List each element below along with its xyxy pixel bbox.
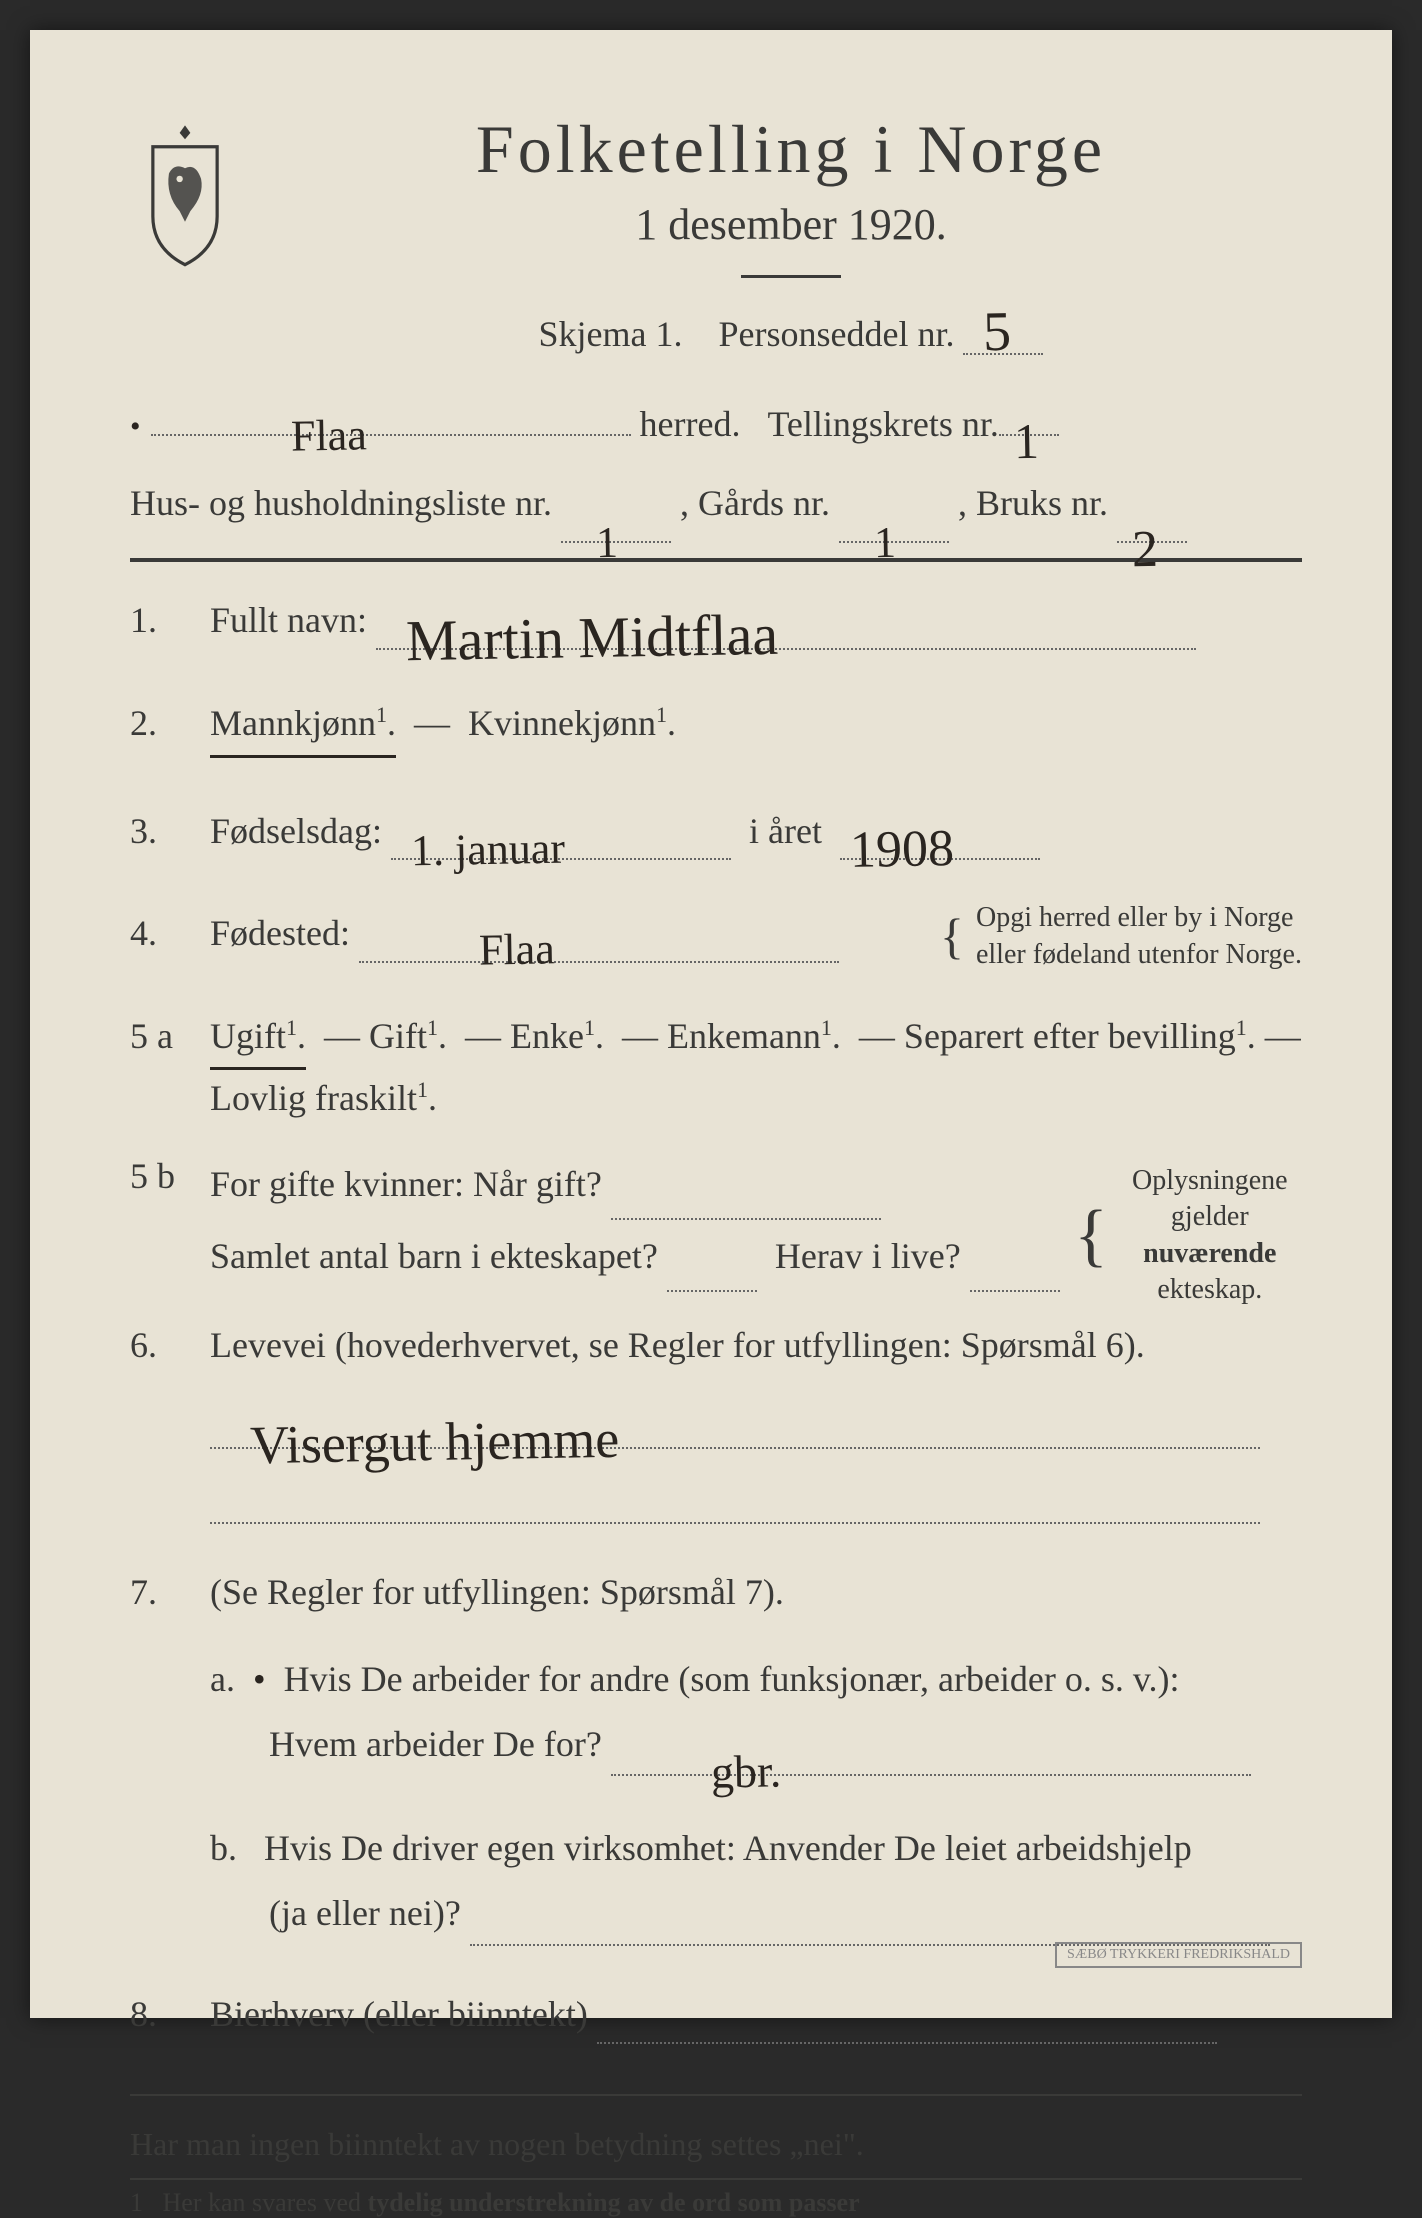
q7: 7. (Se Regler for utfyllingen: Spørsmål … [130, 1564, 1302, 1622]
q4: 4. Fødested: Flaa { Opgi herred eller by… [130, 905, 1302, 963]
q6-num: 6. [130, 1317, 210, 1375]
bruks-label: , Bruks nr. [958, 483, 1108, 523]
bruks-field: 2 [1117, 503, 1187, 543]
q7a-num: a. [210, 1659, 235, 1699]
q7b-field [470, 1906, 1270, 1946]
q4-value: Flaa [478, 914, 555, 986]
divider [741, 275, 841, 278]
thin-rule [130, 2094, 1302, 2096]
norway-coat-of-arms-icon [130, 120, 240, 270]
q5a: 5 a Ugift1. — Gift1. — Enke1. — Enkemann… [130, 1008, 1302, 1128]
q8-label: Bierhverv (eller biinntekt) [210, 1994, 588, 2034]
herred-label: herred. [640, 385, 741, 464]
q2-num: 2. [130, 695, 210, 758]
q7b-l2: (ja eller nei)? [269, 1893, 461, 1933]
q7b-num: b. [210, 1828, 237, 1868]
q8-field [597, 2004, 1217, 2044]
bruks-value: 2 [1131, 493, 1159, 608]
title-block: Folketelling i Norge 1 desember 1920. Sk… [280, 110, 1302, 365]
q5b-l3: Herav i live? [775, 1236, 961, 1276]
q4-num: 4. [130, 905, 210, 963]
personseddel-label: Personseddel nr. [719, 314, 955, 354]
q7a: a. • Hvis De arbeider for andre (som fun… [210, 1647, 1302, 1777]
q8-num: 8. [130, 1986, 210, 2044]
q5b-l1: For gifte kvinner: Når gift? [210, 1164, 602, 1204]
q3-year-field: 1908 [840, 820, 1040, 860]
q7-label: (Se Regler for utfyllingen: Spørsmål 7). [210, 1572, 784, 1612]
q2: 2. Mannkjønn1. — Kvinnekjønn1. [130, 695, 1302, 758]
q5a-opt-enkemann: Enkemann1. [667, 1016, 841, 1056]
q3-num: 3. [130, 803, 210, 861]
q6-answer-row: Visergut hjemme [210, 1385, 1302, 1450]
q3-label: Fødselsdag: [210, 811, 382, 851]
skjema-label: Skjema 1. [539, 314, 683, 354]
heavy-rule [130, 558, 1302, 562]
q5a-opt-separert: Separert efter bevilling1. [904, 1016, 1256, 1056]
q5b-barn-field [667, 1252, 757, 1292]
personseddel-field: 5 [963, 315, 1043, 355]
q7a-l1: Hvis De arbeider for andre (som funksjon… [284, 1659, 1180, 1699]
header: Folketelling i Norge 1 desember 1920. Sk… [130, 110, 1302, 365]
q7a-field: gbr. [611, 1736, 1251, 1776]
q7a-l2: Hvem arbeider De for? [269, 1724, 602, 1764]
q6: 6. Levevei (hovederhvervet, se Regler fo… [130, 1317, 1302, 1375]
q5b-l2: Samlet antal barn i ekteskapet? [210, 1236, 658, 1276]
q7-num: 7. [130, 1564, 210, 1622]
main-title: Folketelling i Norge [280, 110, 1302, 189]
herred-field: Flaa [151, 396, 631, 436]
q5b: 5 b For gifte kvinner: Når gift? Samlet … [130, 1148, 1302, 1292]
gards-field: 1 [839, 503, 949, 543]
q1-label: Fullt navn: [210, 600, 367, 640]
q5a-num: 5 a [130, 1008, 210, 1128]
q5a-opt-fraskilt: Lovlig fraskilt1. [210, 1078, 437, 1118]
q6-field-2 [210, 1484, 1260, 1524]
q1-num: 1. [130, 592, 210, 650]
q4-note: { Opgi herred eller by i Norge eller fød… [940, 900, 1302, 973]
q3-year-label: i året [749, 811, 822, 851]
census-form-page: Folketelling i Norge 1 desember 1920. Sk… [30, 30, 1392, 2018]
printer-stamp: SÆBØ TRYKKERI FREDRIKSHALD [1055, 1942, 1302, 1968]
gards-value: 1 [873, 495, 897, 592]
q2-opt2: Kvinnekjønn1. [468, 703, 676, 743]
q6-label: Levevei (hovederhvervet, se Regler for u… [210, 1325, 1145, 1365]
q5b-num: 5 b [130, 1148, 210, 1292]
q5a-opt-ugift: Ugift1. [210, 1008, 306, 1071]
q2-opt1: Mannkjønn1. [210, 695, 396, 758]
q5b-live-field [970, 1252, 1060, 1292]
q5b-gift-field [611, 1180, 881, 1220]
skjema-line: Skjema 1. Personseddel nr. 5 [280, 313, 1302, 355]
q7b-l1: Hvis De driver egen virksomhet: Anvender… [264, 1828, 1192, 1868]
q7b: b. Hvis De driver egen virksomhet: Anven… [210, 1816, 1302, 1946]
q6-value: Visergut hjemme [249, 1391, 620, 1495]
hushold-row: Hus- og husholdningsliste nr. 1 , Gårds … [130, 464, 1302, 543]
q3-day-value: 1. januar [410, 814, 565, 887]
hushold-value: 1 [595, 495, 619, 592]
q5a-opt-gift: Gift1. [369, 1016, 447, 1056]
hushold-label: Hus- og husholdningsliste nr. [130, 483, 552, 523]
q1: 1. Fullt navn: Martin Midtflaa [130, 592, 1302, 650]
footer-note: Har man ingen biinntekt av nogen betydni… [130, 2126, 1302, 2163]
gards-label: , Gårds nr. [680, 483, 830, 523]
q3-year-value: 1908 [849, 807, 954, 892]
herred-row: • Flaa herred. Tellingskrets nr. 1 [130, 385, 1302, 464]
tellingskrets-label: Tellingskrets nr. [767, 385, 998, 464]
tellingskrets-field: 1 [999, 396, 1059, 436]
q3: 3. Fødselsdag: 1. januar i året 1908 [130, 803, 1302, 861]
q7a-value: gbr. [710, 1731, 782, 1815]
footnote: 1 Her kan svares ved tydelig understrekn… [130, 2178, 1302, 2218]
q8: 8. Bierhverv (eller biinntekt) [130, 1986, 1302, 2044]
q5a-opt-enke: Enke1. [510, 1016, 604, 1056]
personseddel-value: 5 [983, 300, 1012, 364]
q1-field: Martin Midtflaa [376, 610, 1196, 650]
q4-label: Fødested: [210, 913, 350, 953]
q4-field: Flaa [359, 923, 839, 963]
date-subtitle: 1 desember 1920. [280, 199, 1302, 250]
q1-value: Martin Midtflaa [405, 589, 779, 688]
hushold-field: 1 [561, 503, 671, 543]
q3-day-field: 1. januar [391, 820, 731, 860]
q5b-note: { Oplysningene gjelder nuværende ekteska… [1072, 1163, 1302, 1309]
q6-field: Visergut hjemme [210, 1409, 1260, 1449]
